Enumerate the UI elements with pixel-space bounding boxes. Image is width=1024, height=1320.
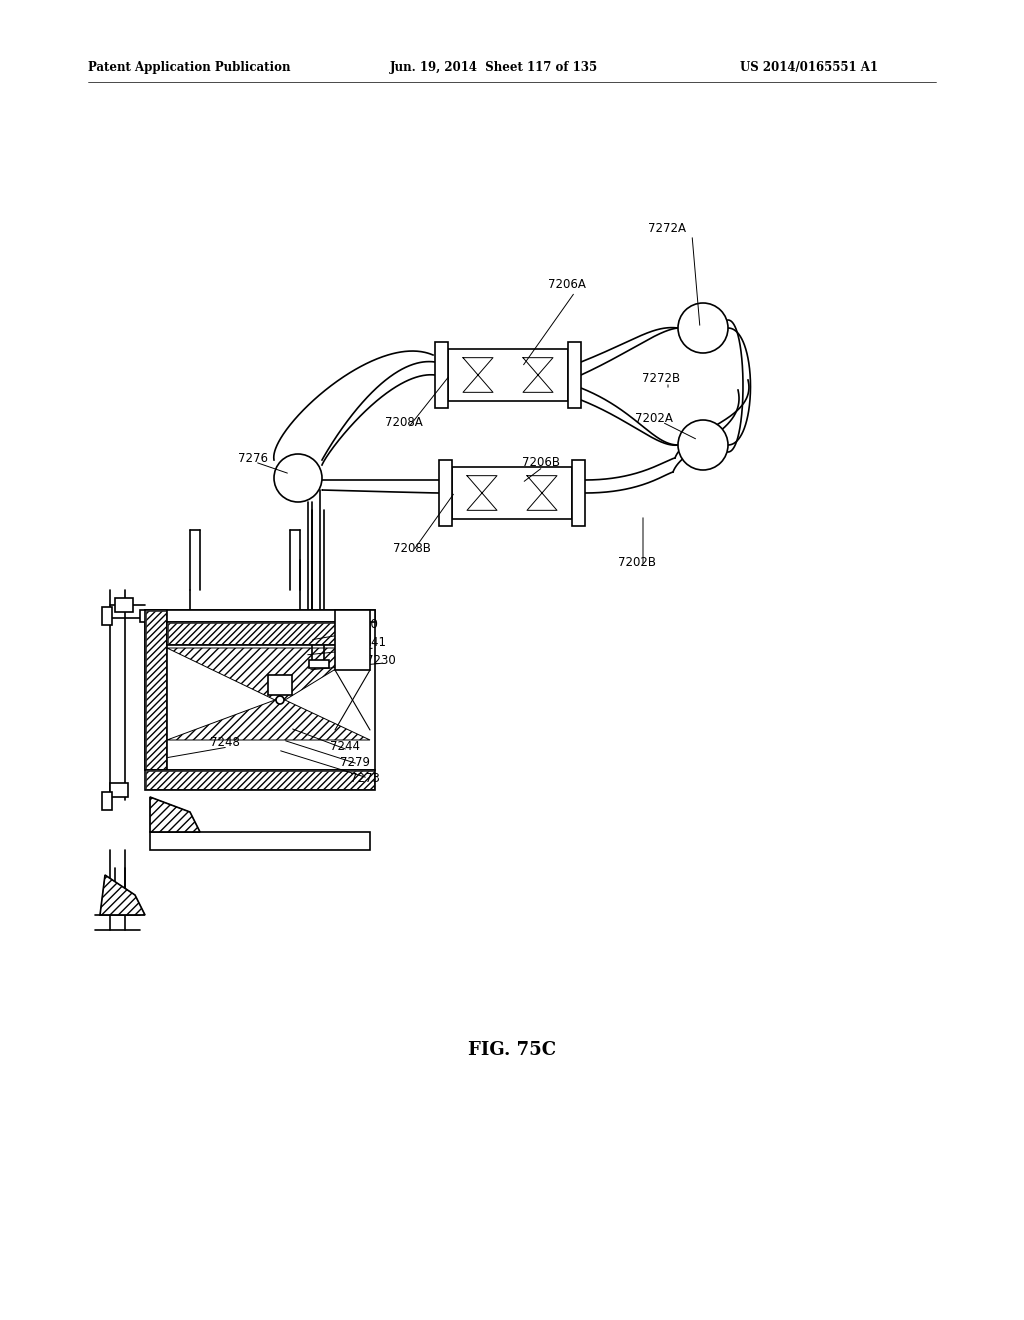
Circle shape: [274, 454, 322, 502]
Bar: [150, 832, 370, 850]
Text: 7244: 7244: [330, 739, 360, 752]
Bar: [167, 622, 370, 645]
Text: 7202A: 7202A: [635, 412, 673, 425]
Bar: [335, 610, 370, 671]
Text: 7230: 7230: [366, 655, 395, 668]
Bar: [439, 459, 452, 525]
Text: 7241: 7241: [356, 636, 386, 649]
Bar: [110, 783, 128, 797]
Bar: [572, 459, 585, 525]
Polygon shape: [150, 797, 200, 832]
Text: 7272A: 7272A: [648, 222, 686, 235]
Bar: [145, 770, 375, 789]
Bar: [146, 611, 166, 770]
Bar: [568, 342, 581, 408]
Text: 7273: 7273: [350, 771, 380, 784]
Text: US 2014/0165551 A1: US 2014/0165551 A1: [740, 62, 878, 74]
Bar: [146, 771, 374, 789]
Text: Patent Application Publication: Patent Application Publication: [88, 62, 291, 74]
Text: 7208B: 7208B: [393, 541, 431, 554]
Text: 7208A: 7208A: [385, 416, 423, 429]
Text: 7240: 7240: [348, 619, 378, 631]
Text: 7272B: 7272B: [642, 371, 680, 384]
Text: 7206A: 7206A: [548, 279, 586, 292]
Bar: [102, 792, 112, 810]
Text: 7276: 7276: [238, 451, 268, 465]
Circle shape: [678, 420, 728, 470]
Bar: [435, 342, 449, 408]
Bar: [140, 610, 375, 622]
Text: 7248: 7248: [210, 737, 240, 750]
Text: FIG. 75C: FIG. 75C: [468, 1041, 556, 1059]
Text: 7206B: 7206B: [522, 457, 560, 470]
Bar: [449, 348, 568, 401]
Circle shape: [276, 696, 284, 704]
Bar: [145, 610, 167, 770]
Bar: [309, 660, 329, 668]
Bar: [115, 598, 133, 612]
Bar: [145, 610, 375, 770]
Bar: [102, 607, 112, 624]
Text: Jun. 19, 2014  Sheet 117 of 135: Jun. 19, 2014 Sheet 117 of 135: [390, 62, 598, 74]
Circle shape: [678, 304, 728, 352]
Polygon shape: [100, 875, 145, 915]
Bar: [268, 675, 292, 696]
Text: 7279: 7279: [340, 755, 370, 768]
Bar: [452, 467, 572, 519]
Text: 7202B: 7202B: [618, 556, 656, 569]
Bar: [168, 623, 369, 644]
